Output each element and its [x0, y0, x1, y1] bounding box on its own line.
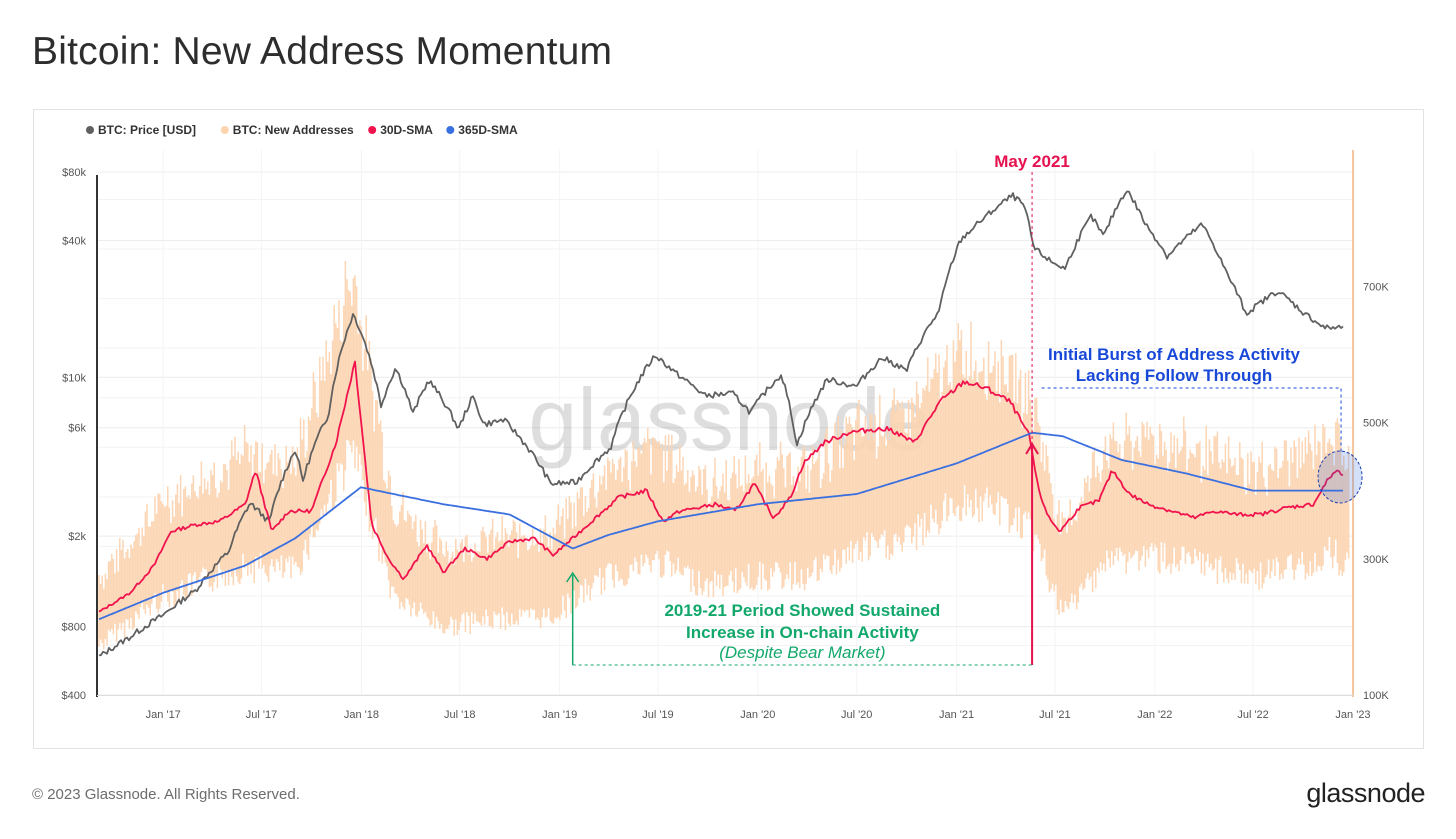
page-title: Bitcoin: New Address Momentum — [32, 30, 613, 73]
green-arrowhead — [566, 571, 580, 583]
price-line — [98, 190, 1344, 657]
watermark-text: glassnode — [528, 370, 929, 469]
x-tick-label: Jul '21 — [1039, 709, 1070, 721]
sma365-line — [98, 431, 1343, 621]
y-left-tick-label: $400 — [62, 690, 86, 702]
sma30-line — [98, 360, 1344, 613]
blue-annotation-line: Initial Burst of Address Activity — [1048, 345, 1300, 364]
x-tick-label: Jan '18 — [344, 709, 379, 721]
x-tick-label: Jan '19 — [542, 709, 577, 721]
green-annotation-line: 2019-21 Period Showed Sustained — [664, 601, 940, 620]
copyright-text: © 2023 Glassnode. All Rights Reserved. — [32, 786, 300, 803]
legend-label: 365D-SMA — [458, 123, 518, 137]
legend-marker — [368, 126, 377, 134]
legend-marker — [86, 126, 94, 134]
may-2021-label: May 2021 — [994, 152, 1070, 171]
y-right-tick-label: 700K — [1363, 281, 1389, 293]
y-left-tick-label: $2k — [68, 531, 86, 543]
x-tick-label: Jan '21 — [939, 709, 974, 721]
legend-marker — [220, 126, 229, 134]
x-tick-label: Jan '17 — [146, 709, 181, 721]
watermark-layer: glassnode — [528, 370, 929, 469]
legend-label: BTC: Price [USD] — [98, 123, 196, 137]
axes-layer: $400 $800 $2k $6k $10k $40k $80k 100K 300K 500K 70… — [62, 150, 1389, 721]
annotations-layer: May 2021 2019-21 Period Showed Sustained I… — [566, 152, 1363, 666]
legend-label: BTC: New Addresses — [233, 123, 354, 137]
x-tick-label: Jul '20 — [841, 709, 872, 721]
chart-svg: glassnode $400 $800 $2k $6k $10k $40k $80k 100K… — [62, 123, 1390, 721]
legend: BTC: Price [USD] BTC: New Addresses 30D-SM… — [86, 123, 518, 137]
chart-frame: glassnode $400 $800 $2k $6k $10k $40k $80k 100K… — [33, 109, 1424, 749]
legend-label: 30D-SMA — [380, 123, 433, 137]
blue-highlight-ellipse — [1317, 450, 1363, 504]
y-right-tick-label: 500K — [1363, 418, 1389, 430]
y-right-tick-label: 100K — [1363, 690, 1389, 702]
green-annotation-line: Increase in On-chain Activity — [686, 623, 919, 642]
x-tick-label: Jul '18 — [444, 709, 475, 721]
blue-annotation-line: Lacking Follow Through — [1076, 366, 1272, 385]
y-left-tick-label: $40k — [62, 235, 86, 247]
legend-marker — [446, 126, 455, 134]
x-tick-label: Jul '22 — [1237, 709, 1268, 721]
blue-dashed-bracket — [1041, 387, 1342, 453]
y-left-tick-label: $800 — [62, 622, 86, 634]
y-left-tick-label: $6k — [68, 423, 86, 435]
x-tick-label: Jan '22 — [1137, 709, 1172, 721]
may-2021-arrowhead — [1025, 442, 1039, 455]
green-annotation-subtext: (Despite Bear Market) — [719, 643, 885, 662]
x-tick-label: Jan '20 — [740, 709, 775, 721]
x-tick-label: Jan '23 — [1335, 709, 1370, 721]
lines-layer — [98, 190, 1344, 657]
glassnode-logo: glassnode — [1306, 778, 1425, 808]
x-tick-label: Jul '19 — [642, 709, 673, 721]
x-tick-label: Jul '17 — [246, 709, 277, 721]
y-left-tick-label: $10k — [62, 372, 86, 384]
y-left-tick-label: $80k — [62, 167, 86, 179]
y-right-tick-label: 300K — [1363, 554, 1389, 566]
